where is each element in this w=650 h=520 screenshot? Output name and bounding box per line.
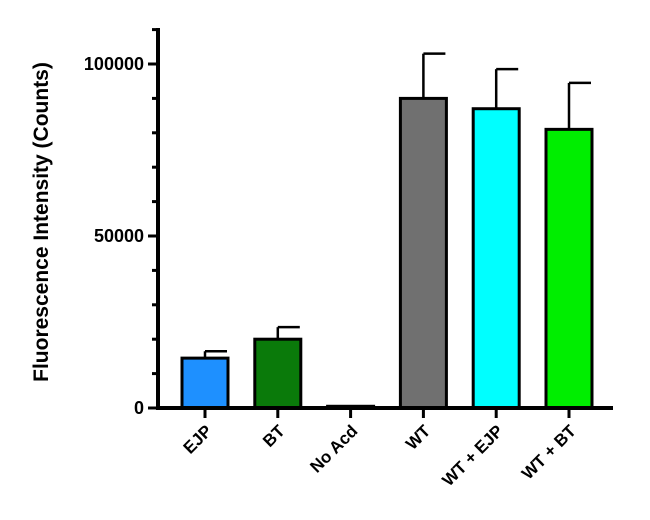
bar-wt-bt (544, 127, 594, 410)
y-tick-label: 50000 (94, 226, 144, 246)
error-bars-group (203, 52, 591, 359)
bar-bt (253, 337, 303, 410)
bar-wt-ejp (471, 107, 521, 410)
x-tick-label: EJP (180, 421, 216, 457)
y-axis-title: Fluorescence Intensity (Counts) (30, 62, 53, 382)
y-tick-label: 100000 (84, 54, 144, 74)
y-tick-label: 0 (134, 398, 144, 418)
bar-wt (398, 96, 448, 410)
x-tick-label: BT (259, 421, 289, 451)
x-tick-label: WT + BT (518, 421, 580, 483)
x-tick-label: No Acd (306, 421, 361, 476)
bar-ejp (180, 356, 230, 410)
bars-group (180, 96, 594, 410)
x-tick-label: WT (402, 421, 435, 454)
x-axis-ticks: EJP BT No Acd WT WT + EJP WT + BT (180, 408, 580, 490)
x-tick-label: WT + EJP (438, 421, 507, 490)
y-axis-ticks: 0 50000 100000 (84, 28, 158, 418)
